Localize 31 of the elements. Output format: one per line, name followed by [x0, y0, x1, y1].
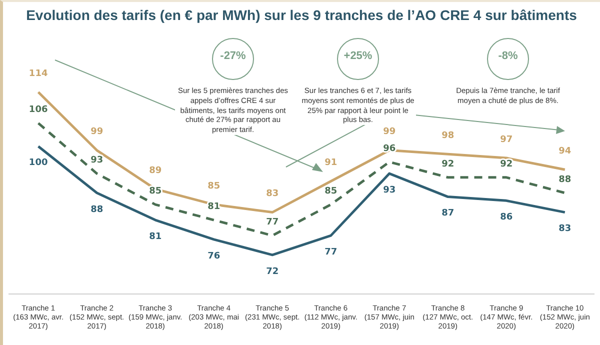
data-label: 92 [500, 159, 513, 170]
data-label: 94 [558, 146, 572, 157]
data-label: 93 [383, 185, 396, 196]
text: +25% [342, 50, 374, 62]
data-label: 97 [500, 134, 513, 145]
data-label: 106 [28, 104, 48, 115]
data-label: 81 [149, 232, 162, 242]
data-label: 100 [28, 158, 48, 168]
data-label: 77 [324, 247, 338, 258]
chart-title: Evolution des tarifs (en € par MWh) sur les 9 tranches de l’AO CRE 4 sur bâtiments [25, 7, 578, 23]
data-label: 72 [266, 266, 279, 277]
data-label: 98 [442, 131, 454, 141]
data-label: 83 [558, 224, 572, 234]
data-label: 85 [324, 186, 338, 196]
data-label: 99 [383, 127, 396, 138]
data-label: 88 [558, 174, 572, 185]
data-label: 114 [28, 68, 48, 79]
text: -8% [497, 50, 519, 62]
data-label: 76 [208, 251, 220, 262]
data-label: 99 [90, 127, 104, 138]
data-label: 86 [500, 212, 513, 223]
data-label: 87 [442, 208, 454, 219]
data-label: 85 [208, 181, 220, 192]
data-label: 93 [90, 155, 104, 166]
data-label: 92 [442, 159, 454, 170]
data-label: 88 [90, 204, 104, 215]
data-label: 77 [266, 217, 279, 228]
data-label: 91 [324, 158, 338, 168]
data-label: 89 [149, 166, 162, 176]
text: -27% [219, 50, 247, 62]
data-label: 83 [266, 189, 279, 200]
